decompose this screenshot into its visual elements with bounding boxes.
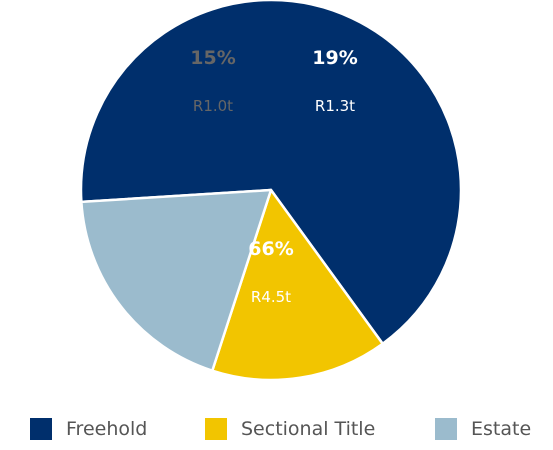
pie-slice-sectional-title[interactable] [211,188,384,382]
legend-swatch-freehold [30,418,52,440]
pie-amount-label: R1.3t [315,97,355,115]
pie-labels: 66% R4.5t 15% R1.0t 19% R1.3t [190,47,357,306]
pie-amount-label: R1.0t [193,97,233,115]
legend-label-sectional-title: Sectional Title [241,418,376,440]
pie-slice-freehold[interactable] [79,0,463,345]
legend-swatch-estate [435,418,457,440]
pie-amount-label: R4.5t [251,288,291,306]
legend-item-sectional-title[interactable]: Sectional Title [205,414,375,444]
legend-label-estate: Estate [471,418,532,440]
legend: Freehold Sectional Title Estate [0,408,553,450]
pie-percent-label: 66% [248,238,293,260]
pie-slices [79,0,463,382]
pie-percent-label: 19% [312,47,357,69]
legend-item-estate[interactable]: Estate [435,414,531,444]
legend-label-freehold: Freehold [66,418,148,440]
legend-swatch-sectional-title [205,418,227,440]
pie-chart: 66% R4.5t 15% R1.0t 19% R1.3t [79,0,463,382]
pie-percent-label: 15% [190,47,235,69]
legend-item-freehold[interactable]: Freehold [30,414,147,444]
pie-slice-estate[interactable] [80,188,273,372]
